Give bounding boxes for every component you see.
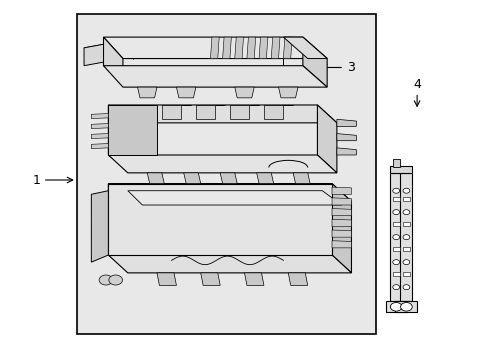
Polygon shape xyxy=(244,273,264,285)
Text: 2: 2 xyxy=(127,229,135,242)
Polygon shape xyxy=(127,191,341,205)
Polygon shape xyxy=(287,273,307,285)
Bar xyxy=(402,272,409,276)
Polygon shape xyxy=(399,173,411,301)
Polygon shape xyxy=(317,105,336,173)
Text: 1: 1 xyxy=(32,174,40,186)
Polygon shape xyxy=(103,66,326,87)
Polygon shape xyxy=(91,191,108,262)
Bar xyxy=(77,14,375,334)
Polygon shape xyxy=(91,113,108,118)
Bar xyxy=(392,247,399,251)
Polygon shape xyxy=(103,37,326,59)
Polygon shape xyxy=(108,105,127,169)
Circle shape xyxy=(402,235,409,240)
Polygon shape xyxy=(271,37,280,59)
Polygon shape xyxy=(176,87,196,98)
Polygon shape xyxy=(222,37,231,59)
Polygon shape xyxy=(91,123,108,129)
Polygon shape xyxy=(108,184,127,269)
Polygon shape xyxy=(336,148,356,155)
Polygon shape xyxy=(389,166,411,173)
Circle shape xyxy=(392,260,399,265)
Bar xyxy=(392,222,399,226)
Polygon shape xyxy=(283,37,291,59)
Bar xyxy=(392,272,399,276)
Circle shape xyxy=(402,260,409,265)
Polygon shape xyxy=(336,119,356,126)
Polygon shape xyxy=(103,37,122,80)
Polygon shape xyxy=(108,255,351,273)
Polygon shape xyxy=(331,184,351,273)
Polygon shape xyxy=(162,105,181,119)
Polygon shape xyxy=(157,273,176,285)
Polygon shape xyxy=(389,173,402,301)
Polygon shape xyxy=(336,134,356,141)
Polygon shape xyxy=(220,173,237,184)
Polygon shape xyxy=(108,184,331,255)
Polygon shape xyxy=(147,173,164,184)
Polygon shape xyxy=(91,144,108,149)
Polygon shape xyxy=(394,301,416,312)
Polygon shape xyxy=(246,37,255,59)
Circle shape xyxy=(402,210,409,215)
Circle shape xyxy=(392,285,399,290)
Bar xyxy=(402,247,409,251)
Polygon shape xyxy=(91,134,108,139)
Polygon shape xyxy=(331,241,351,248)
Polygon shape xyxy=(331,208,351,216)
Polygon shape xyxy=(234,37,243,59)
Circle shape xyxy=(400,302,411,311)
Polygon shape xyxy=(259,37,267,59)
Polygon shape xyxy=(84,44,103,66)
Polygon shape xyxy=(196,105,215,119)
Circle shape xyxy=(389,302,401,311)
Circle shape xyxy=(99,275,113,285)
Text: 4: 4 xyxy=(412,78,420,91)
Polygon shape xyxy=(331,219,351,226)
Bar xyxy=(392,197,399,202)
Polygon shape xyxy=(385,301,407,312)
Polygon shape xyxy=(108,155,336,173)
Circle shape xyxy=(392,210,399,215)
Polygon shape xyxy=(137,87,157,98)
Polygon shape xyxy=(229,105,249,119)
Polygon shape xyxy=(292,173,309,184)
Polygon shape xyxy=(210,37,219,59)
Polygon shape xyxy=(331,187,351,194)
Polygon shape xyxy=(108,184,351,202)
Polygon shape xyxy=(201,273,220,285)
Polygon shape xyxy=(183,173,201,184)
Polygon shape xyxy=(278,87,297,98)
Circle shape xyxy=(109,275,122,285)
Polygon shape xyxy=(302,37,326,87)
Polygon shape xyxy=(331,230,351,237)
Polygon shape xyxy=(283,37,326,59)
Circle shape xyxy=(402,285,409,290)
Text: 3: 3 xyxy=(346,61,354,74)
Circle shape xyxy=(392,188,399,193)
Bar xyxy=(402,197,409,202)
Bar xyxy=(392,158,399,167)
Polygon shape xyxy=(108,105,336,123)
Bar xyxy=(402,222,409,226)
Circle shape xyxy=(392,235,399,240)
Polygon shape xyxy=(234,87,254,98)
Polygon shape xyxy=(108,105,157,155)
Circle shape xyxy=(402,188,409,193)
Polygon shape xyxy=(331,198,351,205)
Polygon shape xyxy=(264,105,283,119)
Polygon shape xyxy=(256,173,273,184)
